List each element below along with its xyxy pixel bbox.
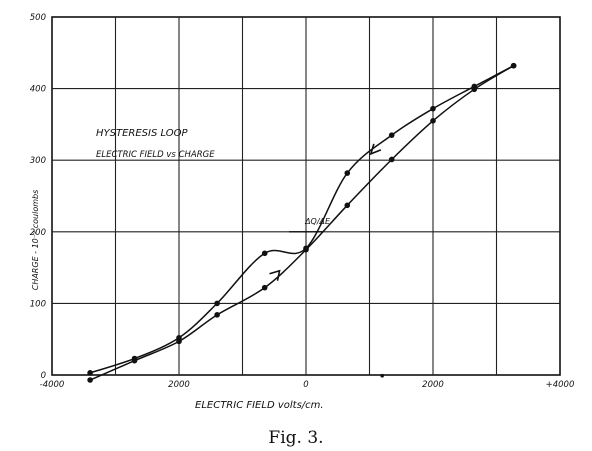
data-point (131, 357, 138, 364)
data-point (214, 312, 220, 318)
data-point (303, 246, 309, 253)
data-point (344, 202, 351, 209)
x-axis-label: ELECTRIC FIELD volts/cm. (195, 400, 324, 411)
y-tick-labels: 0 100 200 300 400 500 (30, 13, 46, 381)
y-tick-label: 0 (41, 371, 46, 381)
slope-annotation: ΔQ/ΔE (304, 217, 331, 226)
data-point (430, 118, 436, 124)
grid-lines (52, 17, 560, 375)
y-axis-label: CHARGE - 10⁻⁹ coulombs (31, 190, 40, 291)
hysteresis-chart: -4000 2000 0 2000 +4000 0 100 200 300 400 500 HYS… (30, 13, 575, 411)
x-tick-label: +4000 (546, 380, 575, 390)
data-point (471, 86, 478, 93)
data-points (87, 62, 517, 383)
data-point (87, 370, 93, 376)
data-point (176, 338, 182, 345)
data-point (430, 105, 436, 112)
direction-arrows (269, 143, 382, 281)
data-point (388, 156, 395, 163)
y-tick-label: 300 (30, 156, 46, 166)
data-point (261, 250, 268, 257)
data-point (510, 62, 517, 69)
data-point (261, 284, 268, 291)
data-point (344, 170, 351, 176)
series-group (89, 65, 515, 381)
y-tick-label: 400 (30, 85, 46, 95)
data-point (380, 373, 385, 378)
series-line-1 (89, 65, 514, 374)
data-point (214, 300, 220, 307)
direction-arrow (269, 269, 281, 281)
y-tick-label: 500 (30, 13, 46, 23)
series-line-2 (89, 65, 515, 381)
x-tick-label: -4000 (40, 380, 65, 390)
x-tick-label: 0 (303, 380, 308, 390)
y-tick-label: 100 (30, 299, 46, 309)
figure-caption: Fig. 3. (268, 428, 324, 448)
data-point (388, 132, 395, 138)
annotation-line-1: HYSTERESIS LOOP (96, 128, 188, 139)
x-tick-labels: -4000 2000 0 2000 +4000 (40, 380, 575, 390)
annotation-line-2: ELECTRIC FIELD vs CHARGE (96, 150, 215, 160)
data-point (87, 377, 93, 383)
x-tick-label: 2000 (422, 380, 444, 390)
y-tick-label: 200 (30, 228, 46, 238)
direction-arrow (369, 143, 382, 156)
x-tick-label: 2000 (168, 380, 190, 390)
